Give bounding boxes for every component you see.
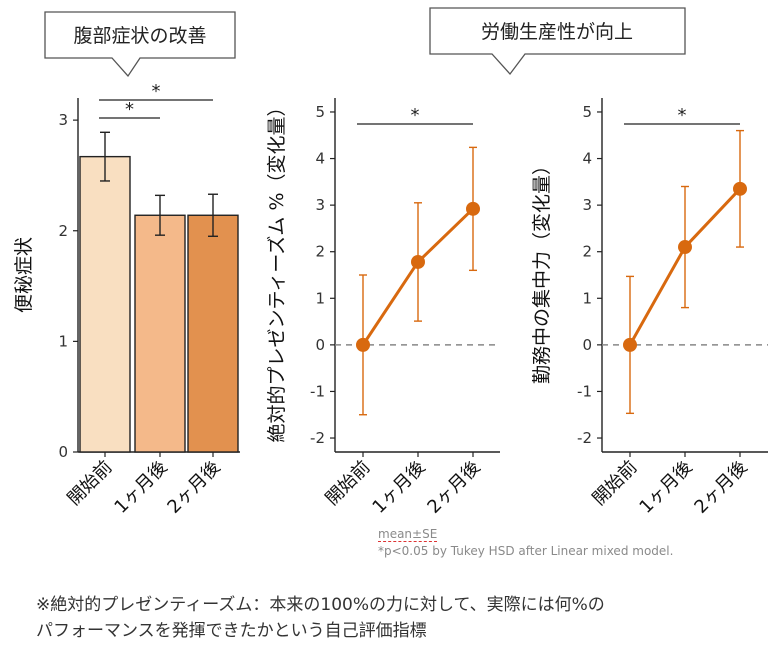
data-point — [411, 254, 425, 269]
data-point — [733, 181, 747, 196]
y-axis-title: 勤務中の集中力（変化量） — [531, 156, 553, 384]
x-tick-label: 2ヶ月後 — [423, 457, 484, 518]
definition-line-2: パフォーマンスを発揮できたかという自己評価指標 — [36, 621, 427, 641]
y-tick-label: -2 — [310, 429, 325, 447]
x-tick-label: 2ヶ月後 — [163, 457, 224, 518]
x-tick-label: 開始前 — [322, 457, 375, 510]
y-axis-title: 絶対的プレゼンティーズム %（変化量） — [266, 97, 288, 442]
y-tick-label: 0 — [315, 336, 325, 354]
x-tick-label: 開始前 — [64, 457, 117, 510]
callout-right-box — [429, 7, 686, 76]
x-tick-label: 1ヶ月後 — [110, 457, 171, 518]
y-tick-label: -1 — [577, 382, 592, 400]
y-tick-label: 3 — [582, 196, 592, 214]
x-tick-label: 開始前 — [589, 457, 642, 510]
chart-panel-2: -2 -1 0 1 2 3 4 5 絶対的プレゼンティーズム %（変化量） 開始前1ヶ月後2ヶ月後… — [266, 97, 500, 518]
callout-left-text: 腹部症状の改善 — [73, 25, 206, 47]
data-point — [356, 337, 370, 352]
y-tick-label: 1 — [58, 332, 68, 350]
y-tick-label: 0 — [582, 336, 592, 354]
bar — [187, 214, 239, 453]
y-tick-label: 1 — [315, 289, 325, 307]
y-tick-label: 1 — [582, 289, 592, 307]
x-tick-label: 1ヶ月後 — [635, 457, 696, 518]
data-point — [623, 337, 637, 352]
callout-right-text: 労働生産性が向上 — [481, 21, 633, 43]
y-tick-label: 5 — [582, 103, 592, 121]
y-tick-label: 4 — [582, 150, 592, 168]
x-tick-label: 2ヶ月後 — [690, 457, 751, 518]
bar — [79, 155, 131, 453]
footnote-statistics: *p<0.05 by Tukey HSD after Linear mixed … — [378, 544, 674, 558]
significance-marker: * — [125, 99, 134, 120]
y-tick-label: 5 — [315, 103, 325, 121]
data-point — [678, 240, 692, 255]
y-tick-label: -1 — [310, 382, 325, 400]
y-tick-label: 2 — [582, 243, 592, 261]
significance-marker: * — [152, 81, 161, 102]
y-tick-label: 2 — [58, 222, 68, 240]
definition-line-1: ※絶対的プレゼンティーズム：本来の100%の力に対して、実際には何%の — [36, 595, 605, 615]
y-tick-label: -2 — [577, 429, 592, 447]
significance-marker: * — [411, 105, 420, 126]
bar — [134, 214, 186, 453]
y-tick-label: 3 — [315, 196, 325, 214]
callout-right: 労働生産性が向上 — [429, 7, 686, 76]
footnote-mean-se: mean±SE — [378, 527, 438, 542]
y-tick-label: 0 — [58, 443, 68, 461]
data-point — [466, 201, 480, 216]
y-axis-title: 便秘症状 — [13, 237, 35, 313]
callout-left-box — [44, 11, 236, 78]
y-tick-label: 4 — [315, 150, 325, 168]
y-tick-label: 3 — [58, 111, 68, 129]
x-tick-label: 1ヶ月後 — [368, 457, 429, 518]
y-tick-label: 2 — [315, 243, 325, 261]
callout-left: 腹部症状の改善 — [44, 11, 236, 78]
significance-marker: * — [678, 105, 687, 126]
